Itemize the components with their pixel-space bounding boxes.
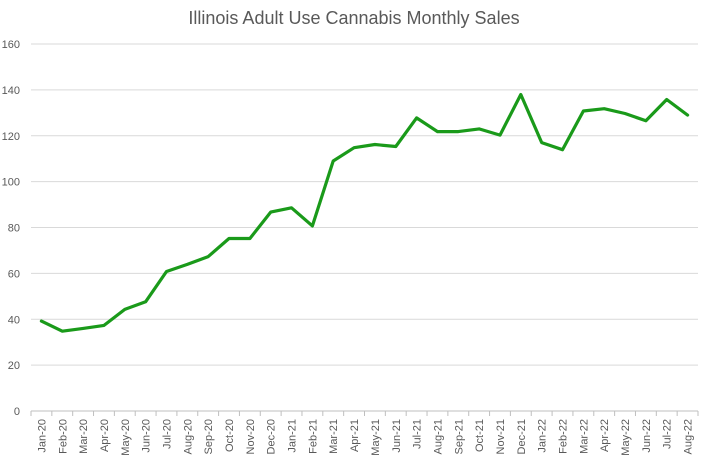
data-point [207, 255, 210, 258]
x-tick-label: Oct-21 [474, 419, 486, 452]
x-tick-label: May-20 [120, 419, 132, 456]
y-axis: 0 20 40 60 80 100 120 140 160 [2, 39, 20, 418]
y-tick-label: 60 [8, 268, 20, 280]
x-tick-label: May-22 [620, 419, 632, 456]
x-tick-label: Mar-20 [78, 419, 90, 454]
data-point [686, 114, 689, 117]
data-point [186, 263, 189, 266]
x-tick-label: Feb-22 [558, 419, 570, 454]
chart-title: Illinois Adult Use Cannabis Monthly Sale… [188, 8, 519, 28]
data-point [624, 112, 627, 115]
data-point [665, 98, 668, 101]
gridlines [31, 43, 698, 366]
data-point [582, 109, 585, 112]
data-point [436, 130, 439, 133]
x-tick-label: Mar-22 [578, 419, 590, 454]
data-point [478, 127, 481, 130]
x-tick-label: Jun-21 [391, 419, 403, 453]
x-tick-label: Feb-20 [57, 419, 69, 454]
x-tick-label: Apr-22 [599, 419, 611, 452]
y-tick-label: 0 [14, 406, 20, 418]
x-tick-label: Jan-22 [537, 419, 549, 453]
data-point [61, 330, 64, 333]
data-point [165, 270, 168, 273]
x-tick-label: Jul-21 [412, 419, 424, 449]
x-tick-label: Jul-22 [662, 419, 674, 449]
data-point [332, 159, 335, 162]
x-tick-label: Aug-21 [432, 419, 444, 454]
data-point [603, 107, 606, 110]
data-point [144, 300, 147, 303]
x-tick-label: Mar-21 [328, 419, 340, 454]
x-tick-label: Jan-20 [36, 419, 48, 453]
data-point [123, 308, 126, 311]
data-point [561, 148, 564, 151]
data-point [540, 141, 543, 144]
y-tick-label: 160 [2, 39, 20, 51]
data-point [394, 145, 397, 148]
x-tick-label: Sep-21 [453, 419, 465, 454]
data-point [290, 206, 293, 209]
x-tick-label: Dec-20 [266, 419, 278, 454]
y-tick-label: 100 [2, 177, 20, 189]
x-tick-label: Apr-20 [99, 419, 111, 452]
series-layer [39, 92, 690, 333]
y-tick-label: 80 [8, 223, 20, 235]
x-tick-label: Jul-20 [161, 419, 173, 449]
x-tick-label: Jun-20 [141, 419, 153, 453]
x-tick-label: Feb-21 [307, 419, 319, 454]
x-tick-label: Dec-21 [516, 419, 528, 454]
data-point [498, 134, 501, 137]
y-tick-label: 140 [2, 85, 20, 97]
data-point [373, 143, 376, 146]
x-tick-label: Oct-20 [224, 419, 236, 452]
data-point [644, 119, 647, 122]
y-tick-label: 40 [8, 314, 20, 326]
data-point [248, 237, 251, 240]
x-tick-label: Apr-21 [349, 419, 361, 452]
data-point [353, 146, 356, 149]
x-tick-label: Jan-21 [287, 419, 299, 453]
data-point [519, 93, 522, 96]
y-tick-label: 20 [8, 360, 20, 372]
data-point [228, 237, 231, 240]
x-tick-label: Nov-20 [245, 419, 257, 454]
x-tick-label: Sep-20 [203, 419, 215, 454]
data-point [269, 211, 272, 214]
x-tick-label: Aug-22 [683, 419, 695, 454]
data-point [40, 320, 43, 323]
x-tick-label: Aug-20 [182, 419, 194, 454]
data-point [415, 116, 418, 119]
x-tick-label: May-21 [370, 419, 382, 456]
data-point [82, 327, 85, 330]
x-tick-label: Jun-22 [641, 419, 653, 453]
x-tick-label: Nov-21 [495, 419, 507, 454]
data-point [457, 130, 460, 133]
data-point [311, 224, 314, 227]
data-point [102, 324, 105, 327]
y-tick-label: 120 [2, 131, 20, 143]
series-line-0 [39, 92, 690, 333]
x-axis: Jan-20 Feb-20 Mar-20 Apr-20 May-20 Jun-20 Jul-… [30, 410, 699, 456]
